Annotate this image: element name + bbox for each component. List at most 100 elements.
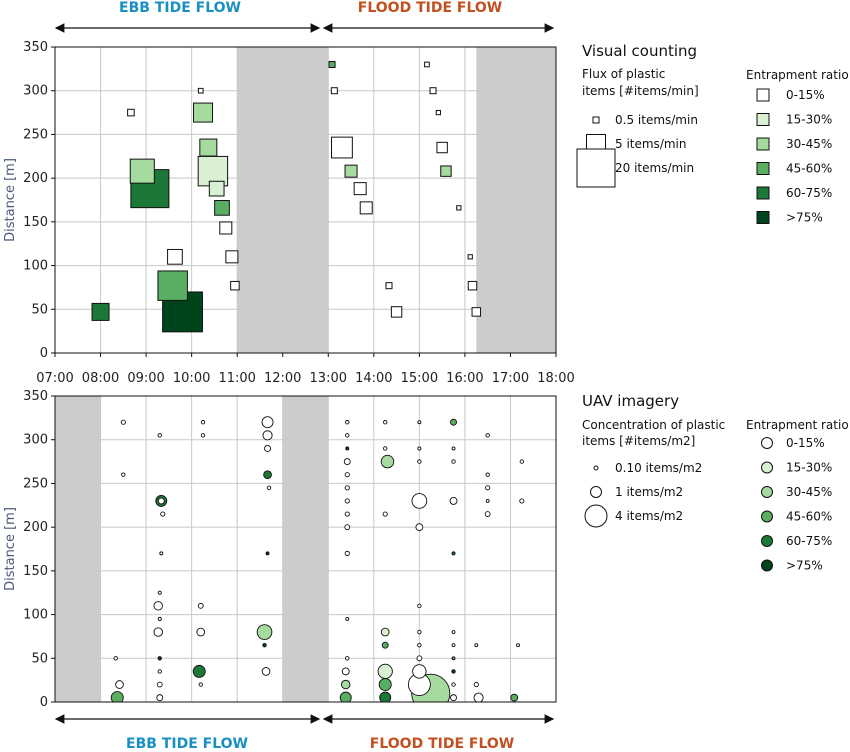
concentration-marker: [262, 642, 267, 648]
concentration-marker: [345, 420, 350, 425]
x-tick-label: 10:00: [173, 371, 210, 386]
concentration-marker: [156, 681, 163, 688]
plot-frame: [54, 46, 557, 354]
concentration-marker: [262, 430, 273, 441]
x-tick-label: 16:00: [446, 371, 483, 386]
concentration-marker: [484, 511, 491, 517]
data-points: [91, 60, 482, 333]
concentration-marker: [153, 601, 163, 611]
ratio-legend-label: 0-15%: [786, 436, 825, 450]
ratio-legend-label: 45-60%: [786, 510, 832, 524]
concentration-marker: [341, 679, 351, 690]
concentration-marker: [450, 418, 457, 426]
visual-counting-panel: 0 50 100 150 200 250 300 350 07:00 08:00 09:00 10:…: [3, 40, 575, 386]
y-tick-label: 350: [23, 389, 48, 404]
flux-marker: [129, 158, 155, 184]
concentration-marker: [153, 627, 163, 637]
top-ebb-label: EBB TIDE FLOW: [119, 0, 241, 16]
legend-title: Visual counting: [582, 42, 697, 60]
y-tick-label: 0: [40, 695, 48, 710]
concentration-marker: [113, 656, 118, 661]
concentration-marker: [157, 433, 162, 438]
y-tick-label: 50: [31, 302, 48, 317]
ratio-legend-swatch: [756, 162, 770, 175]
flux-marker: [353, 182, 367, 196]
concentration-marker: [380, 627, 390, 637]
ratio-legend-swatch: [756, 211, 770, 224]
uav-imagery-panel: 0 50 100 150 200 250 300 350 Distance [m]: [3, 389, 557, 710]
flux-marker: [435, 109, 441, 116]
size-legend-label: 1 items/m2: [615, 485, 683, 499]
flux-marker: [467, 254, 473, 260]
ratio-legend-swatch: [761, 510, 773, 523]
size-legend-swatch: [584, 504, 608, 528]
flux-marker: [167, 248, 183, 265]
concentration-marker: [344, 498, 350, 504]
flux-marker: [390, 306, 403, 318]
concentration-marker: [382, 511, 388, 517]
x-tick-label: 15:00: [401, 371, 438, 386]
concentration-marker: [265, 551, 270, 556]
legend-uav-imagery: UAV imagery Concentration of plastic ite…: [582, 392, 849, 573]
ratio-legend-swatch: [761, 461, 773, 474]
flux-marker: [199, 138, 218, 157]
concentration-marker: [383, 446, 388, 451]
y-tick-label: 50: [31, 651, 48, 666]
ratio-legend-title: Entrapment ratio: [746, 418, 849, 432]
concentration-marker: [451, 630, 456, 635]
concentration-marker: [378, 678, 392, 691]
concentration-marker: [192, 664, 206, 678]
concentration-marker: [449, 496, 458, 505]
concentration-marker: [451, 656, 456, 661]
ratio-legend-label: 15-30%: [786, 113, 832, 127]
ratio-legend-label: >75%: [786, 211, 823, 225]
concentration-marker: [115, 680, 124, 689]
ratio-legend-label: 15-30%: [786, 461, 832, 475]
concentration-marker: [451, 446, 456, 451]
concentration-marker: [197, 602, 204, 609]
plot-frame: [54, 395, 557, 703]
concentration-marker: [160, 511, 166, 517]
concentration-marker: [266, 485, 272, 490]
ratio-legend-label: 60-75%: [786, 534, 832, 548]
concentration-marker: [451, 682, 456, 687]
size-legend-title-2: items [#items/m2]: [582, 434, 695, 448]
y-axis-ticks: 0 50 100 150 200 250 300 350: [23, 389, 55, 710]
bottom-ebb-label: EBB TIDE FLOW: [126, 736, 248, 752]
flux-marker: [127, 108, 135, 117]
concentration-marker: [345, 656, 350, 661]
concentration-marker: [451, 459, 456, 464]
ratio-legend-swatch: [756, 113, 770, 126]
concentration-marker: [261, 416, 274, 429]
flux-marker: [157, 270, 188, 301]
y-tick-label: 150: [23, 564, 48, 579]
x-tick-label: 14:00: [355, 371, 392, 386]
concentration-marker: [383, 420, 388, 425]
flux-marker: [385, 282, 393, 290]
ratio-legend-swatch: [756, 88, 770, 102]
concentration-marker: [344, 485, 350, 491]
concentration-marker: [157, 616, 162, 621]
legend-title: UAV imagery: [582, 392, 679, 410]
y-tick-label: 200: [23, 520, 48, 535]
x-tick-label: 09:00: [127, 371, 164, 386]
ratio-legend: 0-15% 15-30% 30-45% 45-60% 60-75% >75%: [756, 88, 832, 225]
concentration-marker: [510, 693, 519, 702]
concentration-marker: [516, 643, 520, 648]
concentration-marker: [412, 664, 427, 679]
concentration-marker: [156, 694, 164, 702]
x-tick-label: 12:00: [264, 371, 301, 386]
concentration-marker: [264, 444, 272, 452]
y-tick-label: 150: [23, 215, 48, 230]
data-points: [110, 416, 525, 702]
size-legend-swatch: [576, 148, 616, 188]
concentration-marker: [157, 590, 162, 595]
flux-marker: [230, 280, 240, 291]
ratio-legend-label: 0-15%: [786, 88, 825, 102]
size-legend-swatch: [593, 465, 599, 471]
ratio-legend: 0-15% 15-30% 30-45% 45-60% 60-75% >75%: [761, 436, 832, 573]
shaded-period: [282, 396, 329, 702]
concentration-marker: [345, 446, 350, 451]
x-tick-label: 13:00: [310, 371, 347, 386]
flux-marker: [331, 136, 353, 159]
